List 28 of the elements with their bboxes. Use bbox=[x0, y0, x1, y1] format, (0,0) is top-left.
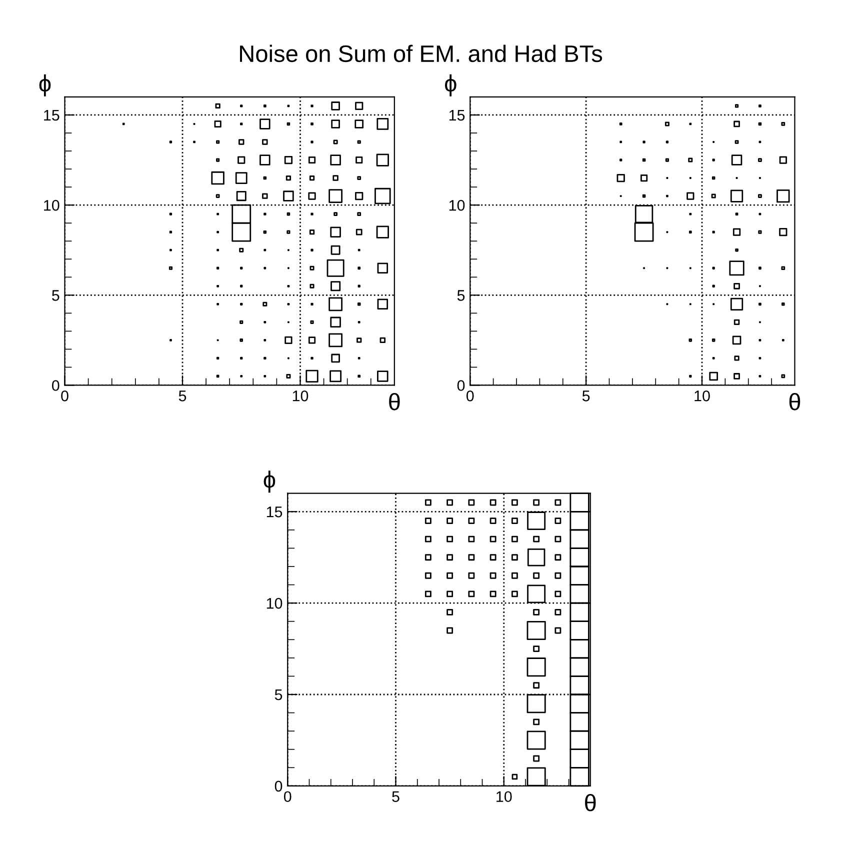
x-tick-label: 5 bbox=[178, 390, 186, 402]
y-tick-label: 10 bbox=[449, 200, 465, 211]
y-axis-title: ϕ bbox=[264, 470, 276, 493]
x-tick-label: 10 bbox=[694, 390, 710, 402]
y-tick-label: 0 bbox=[274, 780, 282, 792]
x-axis-title: θ bbox=[585, 794, 596, 812]
y-tick-label: 15 bbox=[44, 110, 60, 121]
y-tick-label: 10 bbox=[266, 598, 282, 609]
chart-title: Noise on Sum of EM. and Had BTs bbox=[240, 44, 602, 62]
y-tick-label: 10 bbox=[44, 200, 60, 211]
x-tick-label: 0 bbox=[284, 791, 292, 802]
x-tick-label: 5 bbox=[392, 791, 400, 802]
x-tick-label: 5 bbox=[582, 390, 590, 402]
y-tick-label: 15 bbox=[449, 110, 465, 121]
x-axis-title: θ bbox=[789, 392, 800, 410]
y-tick-label: 0 bbox=[457, 380, 465, 391]
x-tick-label: 10 bbox=[292, 390, 308, 402]
y-tick-label: 15 bbox=[266, 506, 282, 518]
y-axis-title: ϕ bbox=[39, 74, 51, 96]
y-tick-label: 5 bbox=[274, 690, 282, 700]
x-axis-title: θ bbox=[389, 392, 400, 410]
y-axis-title: ϕ bbox=[444, 74, 456, 96]
x-tick-label: 0 bbox=[466, 390, 474, 402]
y-tick-label: 5 bbox=[52, 290, 60, 301]
x-tick-label: 0 bbox=[61, 390, 68, 402]
x-tick-label: 10 bbox=[496, 791, 512, 802]
y-tick-label: 5 bbox=[457, 290, 465, 301]
y-tick-label: 0 bbox=[52, 380, 60, 391]
